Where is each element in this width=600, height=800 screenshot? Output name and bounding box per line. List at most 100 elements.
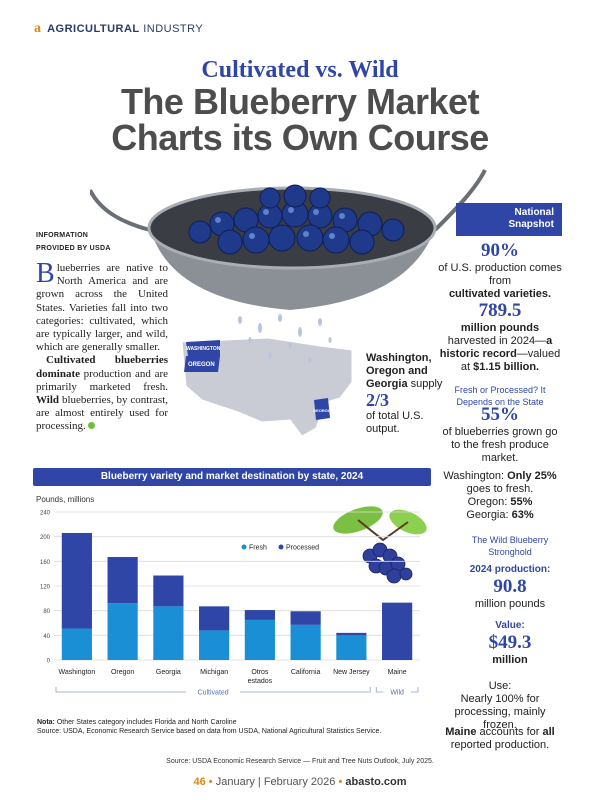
section-name-strong: AGRICULTURAL — [47, 23, 140, 35]
state-fresh-shares: Washington: Only 25% goes to fresh. Oreg… — [438, 470, 562, 522]
bar-fresh — [290, 624, 321, 660]
stat-pounds-bold: million pounds — [460, 322, 540, 334]
snapshot-title-1: National — [514, 207, 554, 218]
publication-logo: a — [34, 21, 42, 36]
y-tick-labels: 0 40 80 120 160 200 240 — [40, 511, 51, 665]
wild-production-value: 90.8 — [493, 576, 527, 597]
bar-processed — [61, 532, 92, 629]
wild-value: Value: $49.3 million — [460, 620, 560, 667]
wild-production-unit: million pounds — [474, 598, 546, 610]
note-text: Other States category includes Florida a… — [54, 719, 237, 726]
states-supply-text: Washington, Oregon and Georgia supply — [366, 352, 448, 391]
legend-marker — [278, 544, 284, 550]
stat-cultivated-bold: cultivated varieties. — [448, 288, 552, 300]
info-label: INFORMATION PROVIDED BY USDA — [36, 229, 111, 255]
bar-processed — [244, 610, 275, 620]
note-source: Source: USDA, Economic Research Service … — [37, 728, 382, 735]
or-fresh-value: 55% — [510, 496, 533, 508]
states-supply-bold: Washington, Oregon and Georgia — [366, 352, 432, 390]
stat-pounds-text: harvested in 2024— — [447, 335, 547, 347]
ga-fresh-value: 63% — [511, 509, 534, 521]
group-brackets: Cultivated Wild — [55, 687, 419, 697]
maine-text-1: accounts for — [476, 726, 543, 738]
group-bracket — [410, 687, 419, 693]
y-tick-label: 120 — [40, 585, 51, 591]
or-fresh-label: Oregon: — [467, 496, 511, 508]
y-tick-label: 240 — [40, 511, 51, 517]
intro-text-1: production and are primarily marketed fr… — [36, 367, 168, 393]
x-tick-label: California — [291, 669, 321, 676]
snapshot-banner: National Snapshot — [456, 203, 562, 236]
section-name-rest: INDUSTRY — [143, 23, 204, 35]
wild-production: 2024 production: 90.8 million pounds — [460, 564, 560, 611]
stat-pounds-dollar: $1.15 billion. — [473, 361, 540, 373]
intro-paragraph-2: Cultivated blueberries dominate producti… — [36, 354, 168, 433]
stat-fresh-value: 55% — [481, 404, 519, 425]
stacked-bar-chart: Pounds, millions 0 40 80 120 160 200 240 Washi… — [36, 495, 420, 697]
stat-pounds-value: 789.5 — [478, 300, 522, 321]
info-label-line-2: PROVIDED BY USDA — [36, 245, 111, 252]
wild-value-label: Value: — [495, 620, 525, 631]
intro-bold-2: Wild — [36, 394, 60, 407]
wild-use: Use: Nearly 100% for processing, mainly … — [440, 680, 560, 732]
intro-paragraph-1: lueberries are native to North America a… — [36, 262, 168, 354]
oregon-state — [184, 356, 220, 372]
wild-use-text: Nearly 100% for processing, mainly froze… — [454, 693, 546, 731]
end-mark-icon — [87, 422, 95, 430]
blueberry-branch-illustration — [333, 506, 427, 584]
fresh-question-text: Fresh or Processed? It Depends on the St… — [454, 385, 546, 407]
y-tick-label: 200 — [40, 535, 51, 541]
x-tick-labels: Washington Oregon Georgia Michigan Otros esta… — [59, 669, 407, 685]
blueberry-highlights — [215, 207, 345, 239]
wild-production-label: 2024 production: — [469, 564, 551, 575]
y-axis-label: Pounds, millions — [36, 495, 94, 504]
section-tag: a AGRICULTURAL INDUSTRY — [34, 21, 203, 37]
maine-text-2: reported production. — [450, 739, 550, 751]
title-line-1: The Blueberry Market — [120, 81, 480, 122]
intro-bold-1: Cultivated blueberries dominate — [36, 354, 168, 380]
group-bracket — [240, 687, 371, 693]
stat-fresh: 55% of blueberries grown go to the fresh… — [438, 404, 562, 465]
map-label-washington: WASHINGTON — [186, 346, 221, 352]
maine-bold-2: all — [542, 726, 555, 738]
fresh-question: Fresh or Processed? It Depends on the St… — [438, 384, 562, 408]
stat-pounds-record: a historic record — [439, 335, 553, 360]
legend: Fresh Processed — [241, 544, 319, 552]
note-label: Nota: — [37, 719, 55, 726]
water-drops — [238, 314, 332, 363]
wild-value-unit: million — [492, 654, 528, 666]
bar-processed — [107, 557, 138, 604]
colander-handle-right — [433, 169, 487, 232]
footer: 46 • January | February 2026 • abasto.co… — [193, 776, 407, 788]
map-label-georgia: GEORGIA — [313, 408, 332, 413]
washington-state — [186, 340, 220, 356]
kicker: Cultivated vs. Wild — [201, 57, 399, 83]
maine-share: Maine accounts for all reported producti… — [440, 726, 560, 752]
title-line-2: Charts its Own Course — [111, 117, 489, 158]
states-supply-tail: supply — [407, 378, 443, 390]
bar-fresh — [199, 630, 230, 660]
x-tick-label: Washington — [59, 669, 96, 676]
blueberries — [188, 184, 405, 255]
bar-fresh — [61, 628, 92, 660]
chart-title: Blueberry variety and market destination… — [33, 468, 431, 486]
dropcap: B — [36, 258, 55, 289]
bar-fresh — [244, 619, 275, 660]
wild-title: The Wild Blueberry Stronghold — [460, 534, 560, 558]
x-tick-label: Oregon — [111, 669, 134, 676]
stat-cultivated-text: of U.S. production comes from — [438, 262, 562, 287]
colander-map-illustration: WASHINGTON OREGON GEORGIA — [90, 169, 487, 437]
group-bracket — [55, 687, 187, 693]
page-title: The Blueberry Market Charts its Own Cour… — [0, 84, 600, 156]
y-tick-label: 0 — [47, 659, 51, 665]
x-tick-label: Michigan — [200, 669, 228, 676]
wild-title-text: The Wild Blueberry Stronghold — [471, 535, 549, 557]
intro-text-2: blueberries, by contrast, are almost ent… — [36, 394, 168, 433]
colander-handle-left — [90, 189, 151, 232]
x-tick-label: Georgia — [156, 669, 181, 676]
y-tick-label: 80 — [43, 609, 50, 615]
website: abasto.com — [345, 776, 407, 788]
bar-processed — [199, 606, 230, 631]
info-label-line-1: INFORMATION — [36, 232, 89, 239]
